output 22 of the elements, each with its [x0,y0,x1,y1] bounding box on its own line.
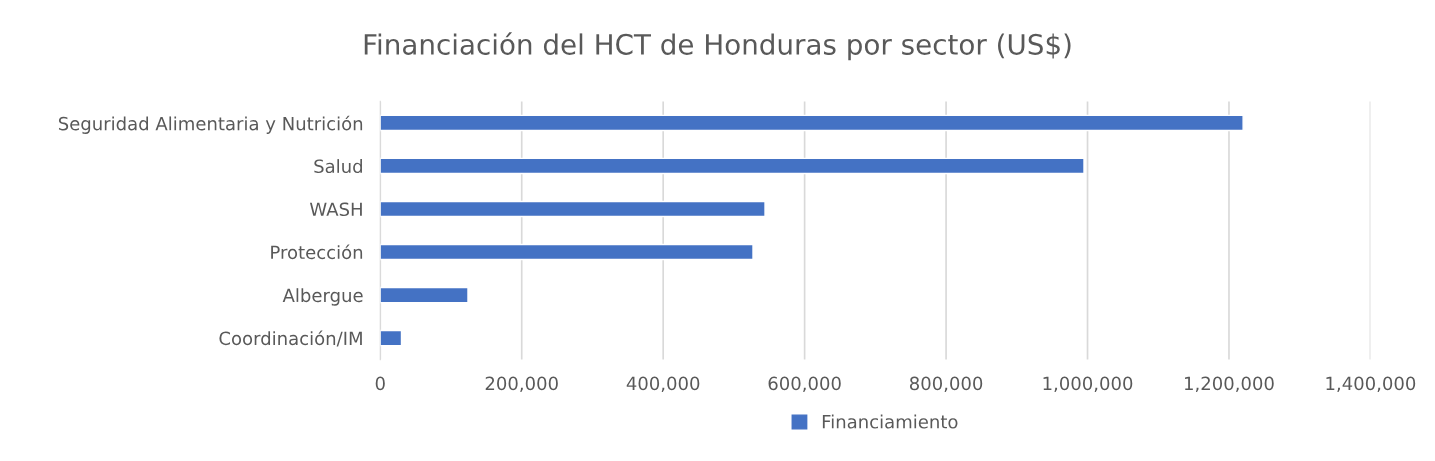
y-tick-label: Albergue [282,288,363,306]
x-tick-label: 1,400,000 [1326,376,1416,393]
bar [380,329,403,347]
bar [380,243,754,261]
y-tick-label: WASH [309,202,362,217]
bar [380,157,1085,175]
x-tick-label: 800,000 [909,376,983,393]
bar [380,286,469,304]
bar [380,114,1244,132]
x-tick-label: 600,000 [768,376,841,393]
y-tick-label: Coordinación/IM [219,330,362,347]
x-tick-label: 200,000 [485,376,558,393]
chart-title: Financiación del HCT de Honduras por sector (US$) [364,32,1071,61]
y-tick-label: Seguridad Alimentaria y Nutrición [58,115,363,134]
x-tick-label: 1,000,000 [1043,376,1133,393]
bar [380,200,766,218]
y-tick-label: Salud [314,159,362,174]
x-tick-label: 1,200,000 [1185,376,1274,393]
x-tick-label: 400,000 [626,376,700,393]
x-tick-label: 0 [375,376,385,391]
y-tick-label: Protección [271,244,363,260]
legend-label: Financiamiento [822,414,958,429]
